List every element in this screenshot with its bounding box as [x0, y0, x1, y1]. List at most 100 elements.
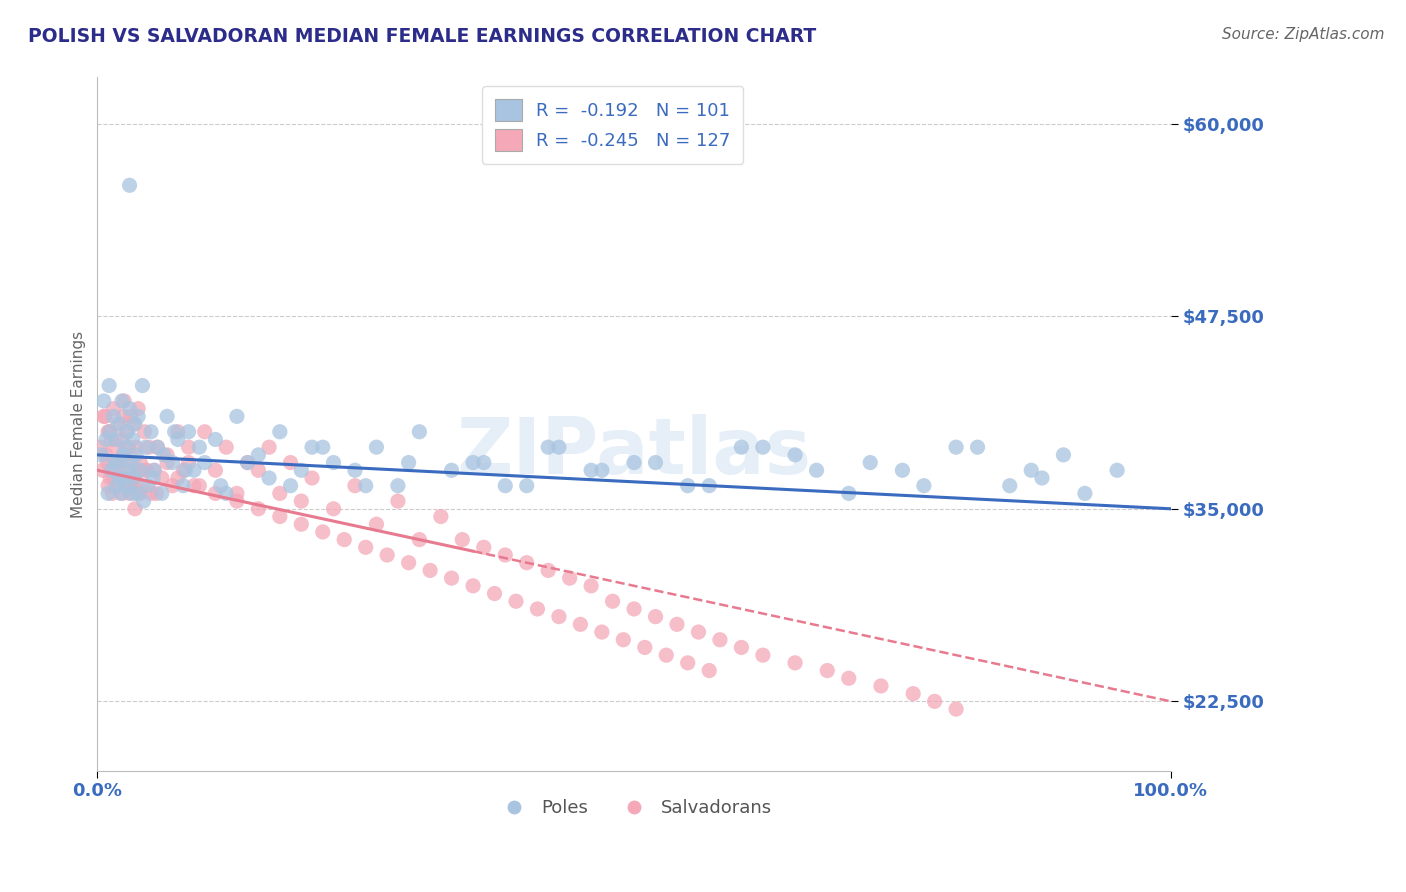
Point — [859, 456, 882, 470]
Point — [644, 609, 666, 624]
Point — [156, 456, 179, 470]
Point — [114, 471, 136, 485]
Point — [177, 456, 200, 470]
Point — [153, 448, 176, 462]
Point — [166, 433, 188, 447]
Point — [177, 425, 200, 439]
Point — [484, 586, 506, 600]
Point — [139, 486, 162, 500]
Point — [343, 478, 366, 492]
Point — [132, 494, 155, 508]
Point — [188, 478, 211, 492]
Point — [494, 548, 516, 562]
Point — [172, 463, 194, 477]
Point — [162, 478, 184, 492]
Point — [280, 478, 302, 492]
Point — [676, 656, 699, 670]
Point — [162, 456, 184, 470]
Point — [127, 401, 149, 416]
Point — [225, 486, 247, 500]
Point — [387, 478, 409, 492]
Point — [112, 471, 135, 485]
Point — [108, 471, 131, 485]
Point — [537, 563, 560, 577]
Point — [127, 409, 149, 424]
Point — [156, 409, 179, 424]
Point — [387, 494, 409, 508]
Point — [730, 640, 752, 655]
Point — [150, 471, 173, 485]
Point — [105, 478, 128, 492]
Point — [247, 501, 270, 516]
Point — [398, 456, 420, 470]
Point — [143, 463, 166, 477]
Point — [156, 448, 179, 462]
Point — [215, 440, 238, 454]
Point — [366, 517, 388, 532]
Point — [125, 486, 148, 500]
Point — [225, 409, 247, 424]
Point — [634, 640, 657, 655]
Point — [375, 548, 398, 562]
Point — [98, 471, 121, 485]
Point — [591, 625, 613, 640]
Point — [90, 448, 112, 462]
Point — [183, 478, 205, 492]
Point — [290, 517, 312, 532]
Point — [290, 494, 312, 508]
Point — [688, 625, 710, 640]
Point — [602, 594, 624, 608]
Point — [98, 425, 121, 439]
Point — [870, 679, 893, 693]
Point — [112, 448, 135, 462]
Point — [128, 463, 150, 477]
Point — [697, 478, 720, 492]
Point — [129, 456, 152, 470]
Point — [111, 486, 134, 500]
Point — [301, 471, 323, 485]
Point — [121, 456, 143, 470]
Point — [115, 478, 138, 492]
Point — [1107, 463, 1129, 477]
Point — [1019, 463, 1042, 477]
Point — [129, 463, 152, 477]
Point — [301, 440, 323, 454]
Point — [676, 478, 699, 492]
Point — [236, 456, 259, 470]
Point — [150, 486, 173, 500]
Point — [108, 471, 131, 485]
Point — [104, 440, 127, 454]
Point — [333, 533, 356, 547]
Point — [146, 440, 169, 454]
Point — [121, 478, 143, 492]
Point — [103, 456, 125, 470]
Point — [115, 425, 138, 439]
Point — [623, 456, 645, 470]
Point — [112, 409, 135, 424]
Point — [623, 602, 645, 616]
Point — [451, 533, 474, 547]
Point — [343, 463, 366, 477]
Point — [526, 602, 548, 616]
Point — [257, 440, 280, 454]
Point — [107, 456, 129, 470]
Point — [783, 656, 806, 670]
Point — [103, 401, 125, 416]
Point — [194, 425, 217, 439]
Point — [280, 456, 302, 470]
Point — [90, 440, 112, 454]
Text: ZIPatlas: ZIPatlas — [457, 414, 811, 490]
Point — [177, 440, 200, 454]
Point — [120, 456, 142, 470]
Point — [612, 632, 634, 647]
Point — [94, 448, 117, 462]
Point — [209, 478, 232, 492]
Point — [94, 409, 117, 424]
Point — [912, 478, 935, 492]
Point — [100, 433, 122, 447]
Point — [103, 463, 125, 477]
Point — [838, 486, 860, 500]
Point — [655, 648, 678, 662]
Point — [247, 448, 270, 462]
Point — [516, 478, 538, 492]
